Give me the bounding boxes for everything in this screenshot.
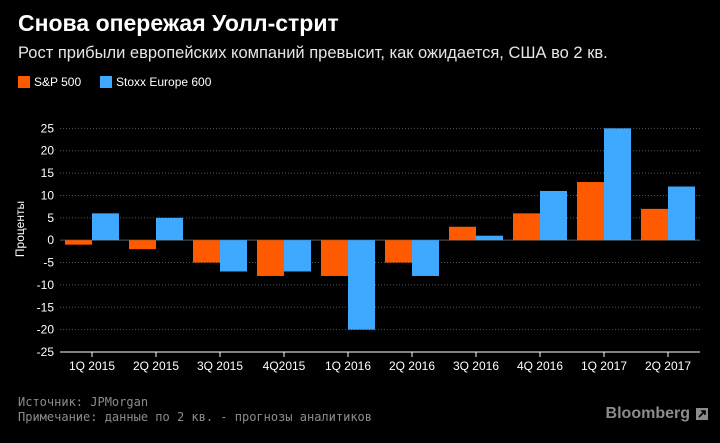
bar-stoxx <box>540 190 567 241</box>
bar-sp500 <box>193 240 220 263</box>
source-note: Источник: JPMorgan <box>18 395 149 409</box>
x-tick-label: 3Q 2016 <box>453 359 499 373</box>
brand-logo: Bloomberg <box>605 405 690 422</box>
bar-sp500 <box>641 208 668 241</box>
legend-swatch-sp500 <box>18 76 30 88</box>
y-axis-label: Проценты <box>13 201 27 257</box>
y-tick-label: 15 <box>41 166 55 180</box>
y-tick-label: 5 <box>47 211 54 225</box>
y-tick-label: -10 <box>37 278 55 292</box>
x-tick-label: 2Q 2016 <box>389 359 435 373</box>
bar-sp500 <box>385 240 412 263</box>
bar-stoxx <box>284 240 311 272</box>
y-tick-label: 25 <box>41 121 55 135</box>
x-tick-label: 4Q2015 <box>263 359 306 373</box>
bar-sp500 <box>577 182 604 241</box>
bar-stoxx <box>156 217 183 241</box>
bloomberg-arrow-icon <box>696 408 708 420</box>
y-tick-label: -15 <box>37 300 55 314</box>
x-tick-label: 2Q 2017 <box>645 359 691 373</box>
footnote: Примечание: данные по 2 кв. - прогнозы а… <box>18 410 373 424</box>
y-tick-label: 10 <box>41 188 55 202</box>
chart-subtitle: Рост прибыли европейских компаний превыс… <box>18 44 608 62</box>
legend-label-stoxx: Stoxx Europe 600 <box>116 75 212 89</box>
x-tick-label: 1Q 2017 <box>581 359 627 373</box>
bar-stoxx <box>668 186 695 241</box>
legend-label-sp500: S&P 500 <box>34 75 82 89</box>
y-tick-label: -20 <box>37 323 55 337</box>
bar-sp500 <box>449 226 476 241</box>
bar-stoxx <box>412 240 439 276</box>
bar-sp500 <box>513 213 540 241</box>
bar-stoxx <box>476 235 503 241</box>
y-tick-label: -25 <box>37 345 55 359</box>
chart-title: Снова опережая Уолл-стрит <box>18 10 339 36</box>
x-tick-label: 4Q 2016 <box>517 359 563 373</box>
legend-swatch-stoxx <box>100 76 112 88</box>
bar-stoxx <box>92 213 119 241</box>
bar-stoxx <box>220 240 247 272</box>
bar-sp500 <box>65 240 92 245</box>
x-tick-label: 2Q 2015 <box>133 359 179 373</box>
y-tick-label: 0 <box>47 233 54 247</box>
x-tick-label: 3Q 2015 <box>197 359 243 373</box>
x-tick-label: 1Q 2015 <box>69 359 115 373</box>
bar-stoxx <box>348 240 375 330</box>
bar-sp500 <box>129 240 156 250</box>
x-tick-label: 1Q 2016 <box>325 359 371 373</box>
bar-sp500 <box>257 240 284 276</box>
y-tick-label: 20 <box>41 144 55 158</box>
y-tick-label: -5 <box>43 256 54 270</box>
bar-sp500 <box>321 240 348 276</box>
bar-stoxx <box>604 128 631 241</box>
